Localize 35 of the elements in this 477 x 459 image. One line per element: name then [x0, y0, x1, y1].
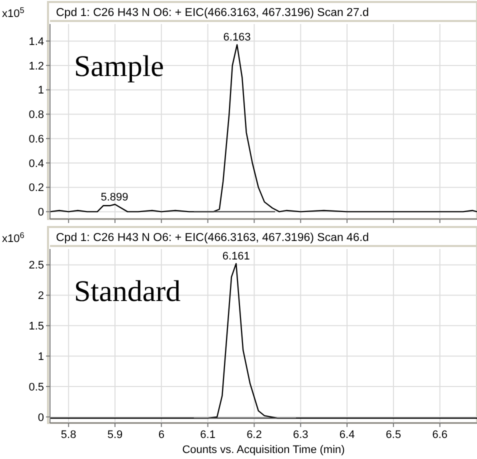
y-tick-label: 1.2: [28, 60, 44, 72]
chart-title: Cpd 1: C26 H43 N O6: + EIC(466.3163, 467.3196) Scan 27.d: [56, 7, 369, 19]
x-tick-label: 6: [158, 429, 164, 441]
y-axis-title: x10$^{5}$: [2, 6, 25, 20]
x-tick-label: 6.5: [386, 429, 402, 441]
x-tick-label: 6.3: [292, 429, 308, 441]
y-tick-label: 1: [38, 84, 44, 97]
x-tick-label: 5.8: [60, 429, 76, 441]
chart-title: Cpd 1: C26 H43 N O6: + EIC(466.3163, 467.3196) Scan 46.d: [56, 232, 369, 244]
y-tick-label: 1.4: [28, 36, 44, 48]
y-axis-title: x10$^{6}$: [2, 230, 25, 245]
y-tick-label: 0.8: [28, 109, 44, 122]
x-axis-title: Counts vs. Acquisition Time (min): [182, 444, 345, 456]
y-tick-label: 0.5: [28, 381, 44, 394]
y-tick-label: 2: [38, 290, 44, 302]
line-series: [50, 263, 477, 419]
line-series: [50, 44, 477, 212]
annotation: 6.161: [222, 250, 250, 263]
x-tick-label: 6.1: [200, 429, 216, 441]
annotation: Standard: [74, 275, 181, 308]
x-tick-label: 5.9: [107, 429, 123, 441]
y-tick-label: 0.4: [28, 158, 44, 170]
x-tick-label: 6.2: [246, 429, 262, 441]
x-tick-label: 6.6: [432, 429, 448, 441]
x-tick-label: 6.4: [339, 429, 355, 441]
y-tick-label: 1.5: [28, 320, 44, 333]
annotation: 5.899: [100, 191, 128, 204]
y-tick-label: 0: [38, 206, 44, 219]
y-tick-label: 0: [38, 412, 44, 424]
y-tick-label: 2.5: [28, 260, 44, 272]
annotation: Sample: [74, 50, 164, 83]
y-tick-label: 0.6: [28, 133, 44, 146]
y-tick-label: 0.2: [28, 182, 44, 194]
y-tick-label: 1: [38, 350, 44, 363]
annotation: 6.163: [223, 32, 251, 44]
